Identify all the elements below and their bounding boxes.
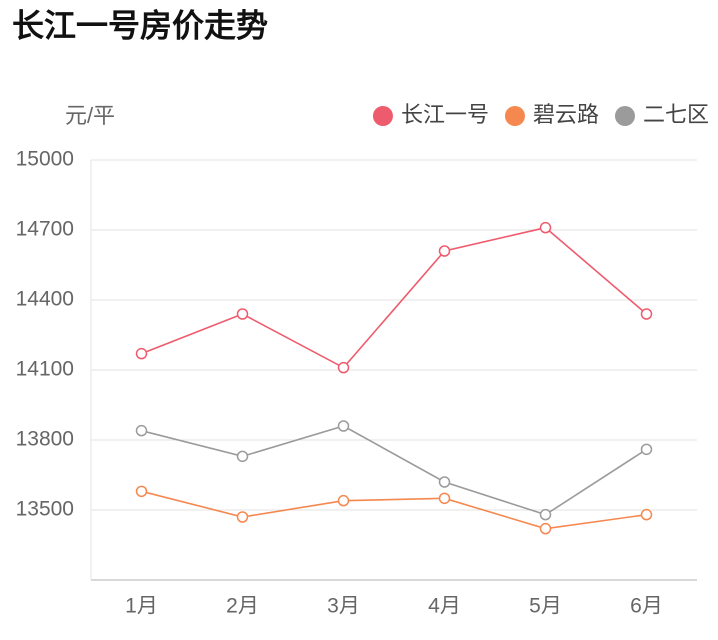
y-axis-label: 元/平 <box>65 103 115 128</box>
series-line <box>141 226 648 369</box>
chart-title: 长江一号房价走势 <box>12 7 268 43</box>
x-tick-label: 2月 <box>226 595 259 618</box>
data-point <box>438 476 451 488</box>
series-line <box>141 490 647 530</box>
y-tick-label: 15000 <box>16 148 74 171</box>
data-point <box>438 492 451 505</box>
data-point <box>539 508 552 521</box>
legend-marker <box>504 106 525 126</box>
x-tick-label: 5月 <box>529 595 562 618</box>
data-point <box>539 522 552 535</box>
x-tick-label: 4月 <box>428 595 461 618</box>
data-point <box>135 485 148 498</box>
series-line <box>141 425 647 516</box>
legend-label: 二七区 <box>643 102 709 127</box>
data-point <box>640 308 653 320</box>
legend-label: 长江一号 <box>401 102 489 127</box>
y-tick-label: 14100 <box>16 358 74 381</box>
y-tick-label: 14700 <box>16 218 74 241</box>
y-tick-label: 13800 <box>16 428 74 451</box>
x-tick-label: 3月 <box>327 595 360 618</box>
data-point <box>236 511 249 523</box>
data-point <box>236 450 249 463</box>
legend-label: 碧云路 <box>533 102 599 127</box>
data-point <box>135 424 148 437</box>
legend-marker <box>372 106 393 126</box>
data-point <box>236 308 249 320</box>
data-point <box>539 221 552 234</box>
data-point <box>337 420 350 432</box>
data-point <box>438 245 451 257</box>
data-point <box>640 508 653 521</box>
y-tick-label: 13500 <box>16 498 74 521</box>
data-point <box>337 494 350 507</box>
data-point <box>337 361 350 374</box>
legend-marker <box>614 106 635 126</box>
x-tick-label: 1月 <box>125 595 158 618</box>
y-tick-label: 14400 <box>16 288 74 311</box>
data-point <box>135 347 148 360</box>
data-point <box>640 443 653 456</box>
x-tick-label: 6月 <box>630 595 663 618</box>
